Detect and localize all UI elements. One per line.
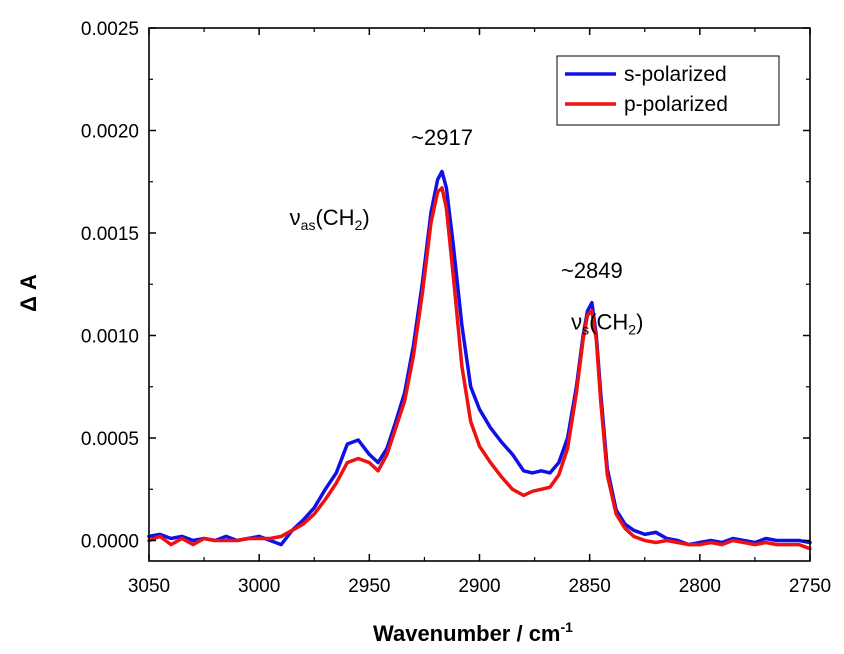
annotations-layer: ~2917 ~2849 νas(CH2) νs(CH2) <box>290 125 644 338</box>
mode-label: νas(CH2) <box>290 205 370 233</box>
x-axis-title-superscript: -1 <box>561 619 574 635</box>
y-tick-label: 0.0010 <box>81 327 139 348</box>
mode-label: νs(CH2) <box>571 309 643 337</box>
legend-label-p-polarized: p-polarized <box>624 93 728 116</box>
x-tick-label: 3000 <box>238 576 280 597</box>
legend-box <box>556 55 780 126</box>
series-line-p-polarized <box>147 186 812 551</box>
y-tick-label: 0.0025 <box>81 19 139 40</box>
x-tick-label: 2900 <box>458 576 500 597</box>
x-tick-label: 2750 <box>789 576 831 597</box>
y-tick-label: 0.0015 <box>81 224 139 245</box>
x-tick-label: 3050 <box>128 576 170 597</box>
ticks-layer: 3050 3000 2950 2900 2850 2800 2750 0.0000 0.0005… <box>81 19 831 597</box>
x-tick-label: 2800 <box>679 576 721 597</box>
legend: s-polarized p-polarized <box>556 55 780 126</box>
legend-label-s-polarized: s-polarized <box>624 63 727 86</box>
peak-label: ~2917 <box>411 125 473 150</box>
series-layer <box>147 169 812 551</box>
y-axis-title: Δ A <box>16 274 41 312</box>
y-tick-label: 0.0005 <box>81 429 139 450</box>
y-tick-label: 0.0000 <box>81 532 139 553</box>
series-line-s-polarized <box>147 169 812 547</box>
y-tick-label: 0.0020 <box>81 122 139 143</box>
x-tick-label: 2950 <box>348 576 390 597</box>
peak-label: ~2849 <box>561 258 623 283</box>
x-tick-label: 2850 <box>569 576 611 597</box>
x-axis-title: Wavenumber / cm-1 <box>373 619 573 646</box>
